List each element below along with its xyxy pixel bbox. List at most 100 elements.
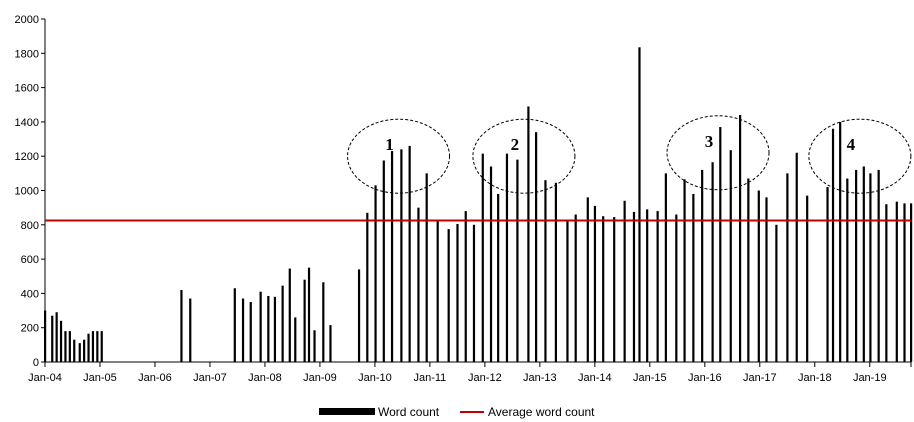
bar <box>656 211 659 362</box>
bar <box>307 267 311 362</box>
bar <box>910 203 913 362</box>
y-tick-label: 1200 <box>15 151 39 163</box>
bar <box>855 169 858 362</box>
annotation-circle <box>808 118 912 194</box>
bar <box>489 166 493 362</box>
bar <box>675 214 678 362</box>
bar <box>357 269 361 362</box>
bar <box>417 207 420 362</box>
bar <box>701 169 704 362</box>
bar <box>313 330 316 362</box>
bar <box>259 291 262 362</box>
x-tick-label: Jan-18 <box>798 372 832 384</box>
legend-label-average: Average word count <box>488 405 595 419</box>
bar <box>885 204 888 362</box>
word-count-bars <box>44 47 913 363</box>
x-tick-label: Jan-15 <box>633 372 667 384</box>
bar <box>505 153 509 362</box>
bar <box>544 180 547 362</box>
bar <box>68 331 71 362</box>
bar <box>775 224 778 362</box>
bar <box>646 209 649 362</box>
bar <box>566 221 569 362</box>
x-tick-label: Jan-09 <box>303 372 337 384</box>
bar <box>516 159 519 362</box>
bar <box>632 211 636 362</box>
bar <box>846 178 849 362</box>
x-tick-label: Jan-19 <box>853 372 887 384</box>
bar <box>329 325 332 362</box>
bar <box>839 121 842 363</box>
bar <box>895 201 898 362</box>
bar <box>638 47 641 363</box>
x-tick-label: Jan-07 <box>193 372 227 384</box>
annotation-label: 1 <box>385 135 394 154</box>
bar <box>91 331 95 362</box>
bar <box>294 317 297 362</box>
y-tick-label: 2000 <box>15 14 39 26</box>
bar <box>738 115 742 362</box>
bar <box>683 179 686 362</box>
bar <box>826 187 829 362</box>
bar <box>180 289 183 362</box>
bar <box>869 173 872 362</box>
bar <box>382 160 385 362</box>
bar <box>273 296 277 362</box>
bar <box>711 162 714 362</box>
bar <box>189 298 192 362</box>
legend: Word count Average word count <box>319 405 595 419</box>
bar <box>288 268 291 362</box>
bar <box>664 173 667 362</box>
bar <box>729 150 732 362</box>
bar <box>623 200 626 362</box>
bar <box>593 205 597 362</box>
x-tick-label: Jan-08 <box>248 372 282 384</box>
bar <box>96 331 99 362</box>
x-tick-label: Jan-13 <box>523 372 557 384</box>
bar <box>436 221 439 362</box>
bar <box>83 339 86 362</box>
x-tick-label: Jan-06 <box>138 372 172 384</box>
x-tick-label: Jan-12 <box>468 372 502 384</box>
annotation-label: 3 <box>705 132 714 151</box>
bar <box>249 301 252 362</box>
bar <box>400 149 403 362</box>
y-tick-label: 1400 <box>15 117 39 129</box>
bar <box>586 197 589 362</box>
bar <box>765 197 768 362</box>
bar <box>390 151 394 362</box>
bar <box>447 229 450 362</box>
bar <box>425 173 428 362</box>
bar <box>374 185 377 362</box>
x-tick-label: Jan-16 <box>688 372 722 384</box>
x-tick-label: Jan-04 <box>28 372 62 384</box>
bar <box>554 182 558 362</box>
bar <box>903 203 906 362</box>
bar <box>51 315 54 362</box>
bar <box>78 343 81 362</box>
legend-label-word-count: Word count <box>378 405 440 419</box>
bar <box>303 279 306 362</box>
bar <box>574 214 577 362</box>
bar <box>806 195 809 362</box>
bar <box>267 295 270 362</box>
y-tick-label: 600 <box>21 254 39 266</box>
annotations: 1 2 3 4 <box>347 115 912 194</box>
bar <box>44 310 47 362</box>
legend-swatch-word-count <box>319 408 375 415</box>
annotation-circle <box>472 118 576 194</box>
y-tick-label: 200 <box>21 323 39 335</box>
y-tick-label: 400 <box>21 288 39 300</box>
bar <box>795 152 798 362</box>
bar <box>877 169 880 362</box>
y-tick-label: 0 <box>33 357 39 369</box>
bar <box>464 211 467 362</box>
y-tick-label: 800 <box>21 220 39 232</box>
y-tick-label: 1600 <box>15 83 39 95</box>
bar <box>831 128 835 362</box>
bar <box>100 331 103 362</box>
bar <box>757 190 760 362</box>
bar <box>472 224 476 362</box>
annotation-label: 4 <box>847 135 856 154</box>
